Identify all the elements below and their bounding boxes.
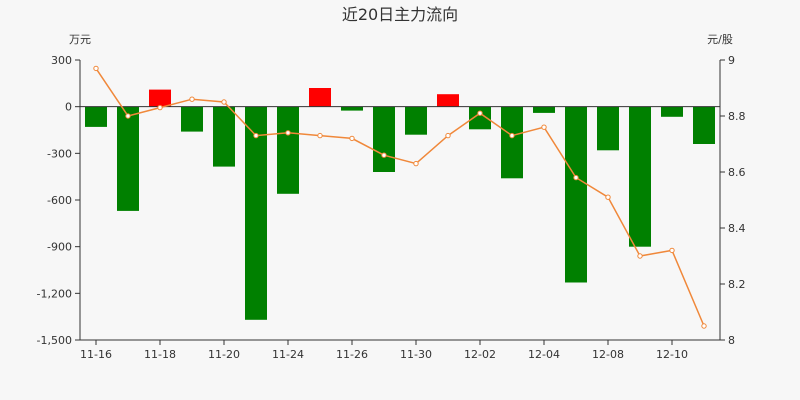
price-point xyxy=(477,110,483,116)
flow-bar xyxy=(213,106,235,167)
flow-bar xyxy=(661,106,683,117)
x-axis-tick-label: 12-10 xyxy=(656,348,688,361)
flow-bar xyxy=(181,106,203,132)
price-point xyxy=(445,132,451,139)
flow-bar xyxy=(373,106,395,172)
price-point xyxy=(285,130,291,136)
flow-bar xyxy=(309,88,331,107)
right-axis-tick-label: 8.6 xyxy=(728,166,746,179)
price-point xyxy=(573,174,579,181)
x-axis-tick-label: 11-30 xyxy=(400,348,432,361)
x-axis-tick-label: 11-20 xyxy=(208,348,240,361)
price-point xyxy=(669,247,675,254)
axes-layer: 300 0 -300 -600 -900 -1,200 -1,500 9 8.8 8.6 8.4 8.… xyxy=(37,54,746,361)
price-point xyxy=(413,160,419,167)
price-point xyxy=(317,132,323,139)
flow-bar xyxy=(469,106,491,130)
price-point xyxy=(637,253,643,259)
flow-bar xyxy=(597,106,619,151)
x-axis-tick-label: 11-16 xyxy=(80,348,112,361)
flow-bar xyxy=(277,106,299,194)
bars-layer xyxy=(85,88,715,320)
left-axis-tick-label: -1,200 xyxy=(37,287,72,300)
price-point xyxy=(541,124,547,130)
right-axis-tick-label: 8.4 xyxy=(728,222,746,235)
left-axis-tick-label: -300 xyxy=(47,147,72,160)
price-point xyxy=(253,132,259,139)
x-axis-tick-label: 12-02 xyxy=(464,348,496,361)
chart-title: 近20日主力流向 xyxy=(342,5,458,24)
x-axis-tick-label: 11-24 xyxy=(272,348,304,361)
price-point xyxy=(701,323,707,329)
flow-bar xyxy=(85,106,107,127)
x-axis-tick-label: 11-18 xyxy=(144,348,176,361)
price-point xyxy=(157,104,163,111)
x-axis-tick-label: 12-04 xyxy=(528,348,560,361)
flow-bar xyxy=(341,106,363,111)
left-axis-tick-label: -600 xyxy=(47,194,72,207)
right-axis-tick-label: 8 xyxy=(728,334,735,347)
right-axis-unit: 元/股 xyxy=(707,33,733,46)
left-axis-tick-label: -1,500 xyxy=(37,334,72,347)
left-axis-tick-label: 0 xyxy=(65,101,72,114)
right-axis-tick-label: 8.8 xyxy=(728,110,746,123)
flow-bar xyxy=(437,94,459,107)
flow-bar xyxy=(693,106,715,144)
price-point xyxy=(221,99,227,105)
price-line-layer xyxy=(93,65,707,329)
x-axis-tick-label: 11-26 xyxy=(336,348,368,361)
price-point xyxy=(605,194,611,200)
left-axis-unit: 万元 xyxy=(69,33,91,46)
price-point xyxy=(381,152,387,158)
price-line xyxy=(95,67,705,327)
price-point xyxy=(509,132,515,139)
flow-bar xyxy=(245,106,267,320)
left-axis-tick-label: 300 xyxy=(51,54,72,67)
x-axis-tick-label: 12-08 xyxy=(592,348,624,361)
price-point xyxy=(93,65,99,72)
flow-bar xyxy=(629,106,651,247)
right-axis-tick-label: 9 xyxy=(728,54,735,67)
price-point xyxy=(189,96,195,102)
price-point xyxy=(349,135,355,142)
flow-bar xyxy=(149,89,171,107)
left-axis-tick-label: -900 xyxy=(47,241,72,254)
flow-bar xyxy=(501,106,523,179)
price-point xyxy=(125,113,131,119)
flow-bar xyxy=(405,106,427,135)
flow-bar xyxy=(117,106,139,211)
flow-bar xyxy=(533,106,555,113)
right-axis-tick-label: 8.2 xyxy=(728,278,746,291)
flow-bar xyxy=(565,106,587,283)
